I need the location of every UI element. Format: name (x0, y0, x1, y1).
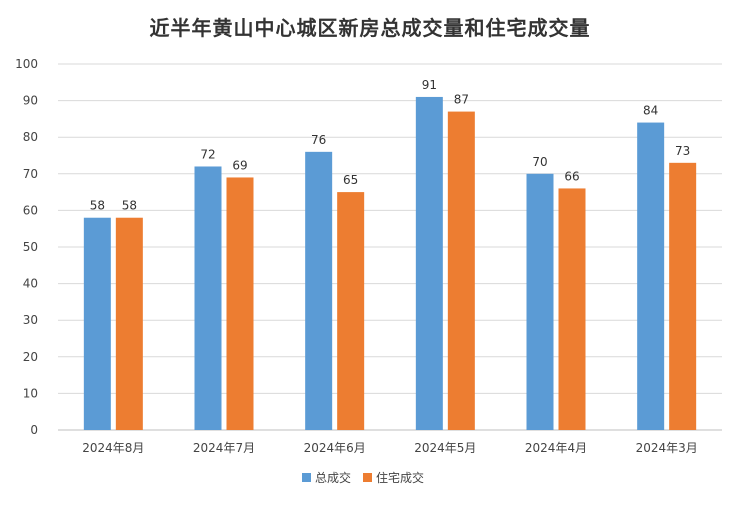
x-tick-label: 2024年6月 (304, 441, 366, 455)
bar (669, 162, 697, 430)
data-label: 58 (90, 199, 105, 213)
data-label: 91 (422, 78, 437, 92)
bar (115, 217, 143, 430)
bar (337, 192, 365, 430)
y-tick-label: 50 (23, 240, 38, 254)
bar (83, 217, 111, 430)
y-tick-label: 10 (23, 386, 38, 400)
bar (305, 151, 333, 430)
y-tick-label: 90 (23, 94, 38, 108)
bar (558, 188, 586, 430)
data-label: 70 (532, 155, 547, 169)
data-label: 76 (311, 133, 326, 147)
x-tick-label: 2024年5月 (414, 441, 476, 455)
y-tick-label: 60 (23, 203, 38, 217)
legend-swatch (302, 473, 311, 482)
y-tick-label: 80 (23, 130, 38, 144)
data-label: 58 (122, 199, 137, 213)
data-label: 66 (564, 169, 579, 183)
x-tick-label: 2024年4月 (525, 441, 587, 455)
x-tick-label: 2024年7月 (193, 441, 255, 455)
y-tick-label: 40 (23, 277, 38, 291)
data-label: 87 (454, 93, 469, 107)
y-tick-label: 0 (30, 423, 38, 437)
data-label: 72 (200, 147, 215, 161)
legend-label: 总成交 (315, 470, 351, 485)
bar (194, 166, 222, 431)
bar (415, 96, 443, 430)
data-label: 73 (675, 144, 690, 158)
bar (637, 122, 665, 430)
bar (226, 177, 254, 430)
y-tick-label: 30 (23, 313, 38, 327)
data-label: 65 (343, 173, 358, 187)
y-tick-label: 20 (23, 350, 38, 364)
y-tick-label: 70 (23, 167, 38, 181)
legend-label: 住宅成交 (376, 470, 424, 485)
y-tick-label: 100 (15, 57, 38, 71)
legend-swatch (363, 473, 372, 482)
x-tick-label: 2024年8月 (82, 441, 144, 455)
bar (526, 173, 554, 431)
bar (447, 111, 475, 430)
data-label: 69 (232, 158, 247, 172)
x-tick-label: 2024年3月 (636, 441, 698, 455)
chart-title: 近半年黄山中心城区新房总成交量和住宅成交量 (149, 16, 591, 40)
data-label: 84 (643, 104, 658, 118)
